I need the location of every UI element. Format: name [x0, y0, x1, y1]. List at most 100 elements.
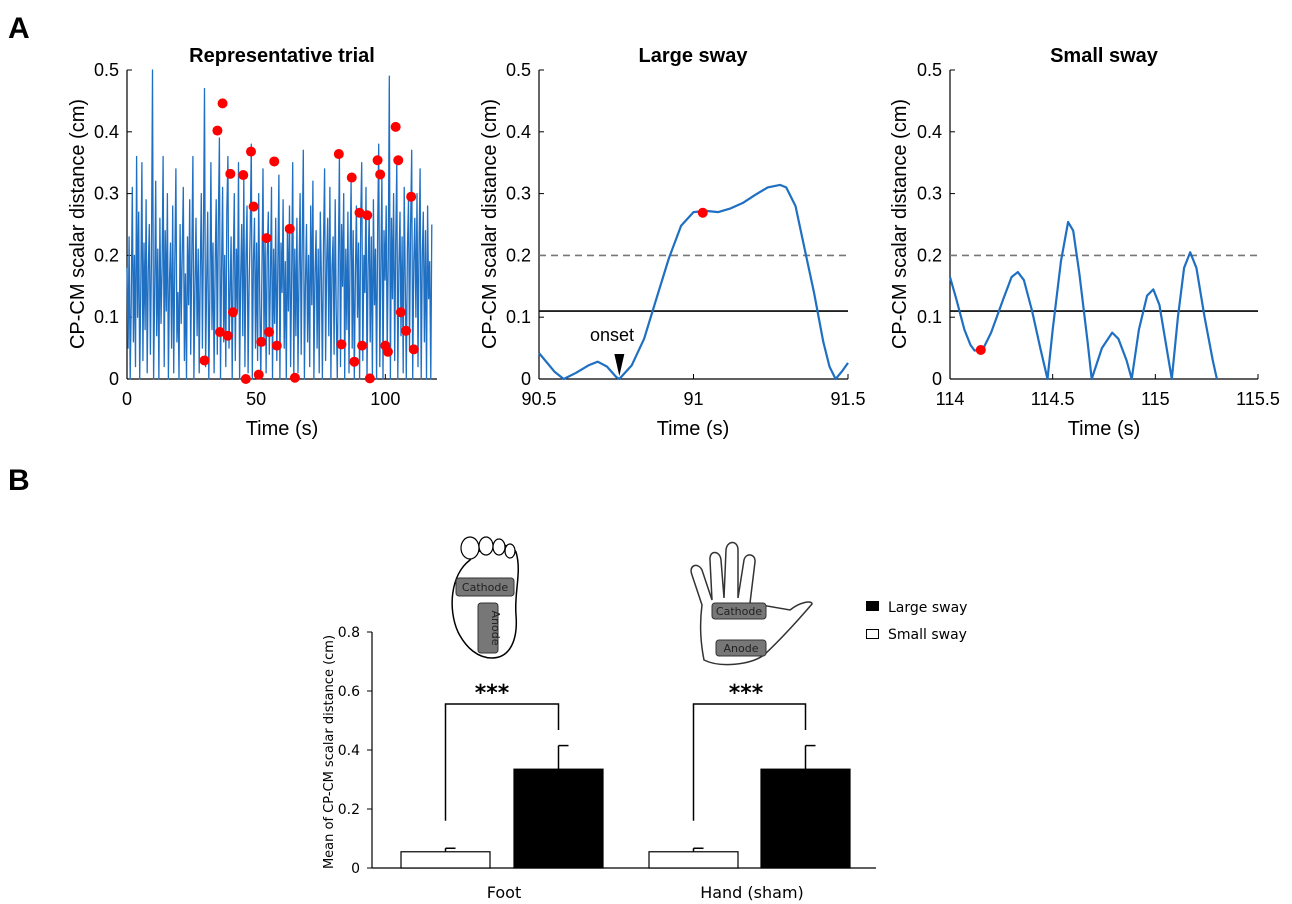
legend-label-small-sway: Small sway [888, 627, 967, 643]
peak-marker [227, 307, 238, 318]
cathode-electrode-foot [455, 577, 515, 597]
y-tick-label: 0.1 [506, 307, 531, 327]
x-tick-label: 0 [122, 389, 132, 409]
y-tick-label: 0.4 [338, 743, 360, 759]
y-tick-label: 0 [351, 861, 360, 877]
y-tick-label: 0.1 [94, 307, 119, 327]
y-tick-label: 0.1 [917, 307, 942, 327]
peak-marker [395, 307, 406, 318]
y-axis-label: Mean of CP-CM scalar distance (cm) [322, 635, 337, 869]
peak-marker [284, 223, 295, 234]
peak-marker [336, 339, 347, 350]
onset-arrow [614, 354, 625, 376]
panel-label-a: A [8, 12, 30, 45]
peak-marker [362, 210, 373, 221]
y-tick-label: 0.3 [506, 184, 531, 204]
panel-label-b: B [8, 464, 30, 497]
cathode-electrode-hand [711, 602, 767, 620]
peak-marker [382, 346, 393, 357]
peak-marker [333, 149, 344, 160]
peak-marker [217, 98, 228, 109]
anode-electrode-foot [477, 602, 499, 654]
peak-marker [238, 170, 249, 181]
toe [504, 543, 516, 559]
y-tick-label: 0.2 [338, 802, 360, 818]
peak-marker [401, 325, 411, 336]
cathode-label-hand: Cathode [716, 605, 762, 618]
toe [492, 538, 506, 556]
significance-foot: *** [475, 681, 510, 706]
peak-marker [253, 369, 264, 380]
y-tick-label: 0.3 [917, 184, 942, 204]
peak-marker [261, 233, 272, 244]
peak-marker [248, 201, 259, 212]
y-tick-label: 0.5 [506, 60, 531, 80]
y-tick-label: 0.5 [917, 60, 942, 80]
peak-marker [289, 372, 300, 383]
peak-marker [697, 207, 708, 218]
y-tick-label: 0.4 [506, 122, 531, 142]
category-label-foot: Foot [487, 883, 521, 902]
significance-bracket [692, 703, 807, 821]
x-tick-label: 90.5 [521, 389, 556, 409]
chart-bar-mean-distance: Mean of CP-CM scalar distance (cm) Foot … [322, 536, 967, 902]
anode-label-foot: Anode [489, 611, 502, 646]
peak-marker [372, 155, 383, 166]
hand-electrode-illustration: Cathode Anode [690, 541, 813, 666]
chart-large-sway: Large sway Time (s) CP-CM scalar distanc… [479, 45, 866, 440]
chart-title: Small sway [1050, 45, 1159, 67]
anode-label-hand: Anode [724, 642, 759, 655]
peak-marker [271, 340, 282, 351]
bar-large-sway [760, 768, 851, 869]
y-tick-label: 0 [109, 369, 119, 389]
legend-label-large-sway: Large sway [888, 600, 967, 616]
legend-swatch-small-sway [866, 629, 879, 639]
toe [478, 536, 494, 556]
y-tick-label: 0.3 [94, 184, 119, 204]
x-axis-label: Time (s) [246, 418, 319, 440]
y-tick-label: 0.2 [94, 245, 119, 265]
x-tick-label: 91 [683, 389, 703, 409]
onset-annotation: onset [590, 325, 634, 345]
peak-marker [349, 356, 360, 367]
peak-marker [256, 336, 267, 347]
anode-electrode-hand [715, 639, 767, 657]
chart-representative-trial: Representative trial Time (s) CP-CM scal… [67, 45, 437, 440]
x-tick-label: 100 [370, 389, 400, 409]
peak-marker [212, 125, 223, 136]
bar-small-sway [648, 851, 739, 869]
peak-marker [222, 330, 233, 341]
peak-marker [346, 172, 357, 183]
x-axis-label: Time (s) [657, 418, 730, 440]
cathode-label-foot: Cathode [462, 581, 508, 594]
bar-large-sway [513, 768, 604, 869]
peak-marker [269, 156, 280, 167]
y-axis-label: CP-CM scalar distance (cm) [67, 99, 89, 349]
peak-marker [354, 207, 365, 218]
toe [460, 536, 480, 560]
y-tick-label: 0 [521, 369, 531, 389]
category-label-hand: Hand (sham) [700, 883, 804, 902]
significance-bracket [444, 703, 560, 821]
data-series-line [538, 183, 849, 381]
x-tick-label: 50 [246, 389, 266, 409]
peak-marker [975, 344, 986, 355]
x-tick-label: 91.5 [830, 389, 865, 409]
peak-marker [408, 344, 419, 355]
y-tick-label: 0.6 [338, 684, 360, 700]
significance-hand: *** [729, 681, 764, 706]
bar-small-sway [400, 851, 491, 869]
peak-marker [406, 191, 417, 202]
peak-marker [246, 146, 256, 157]
peak-marker [215, 327, 225, 338]
chart-title: Large sway [639, 45, 749, 67]
y-tick-label: 0.2 [917, 245, 942, 265]
data-series-line [126, 69, 433, 380]
y-tick-label: 0.4 [917, 122, 942, 142]
chart-small-sway: Small sway Time (s) CP-CM scalar distanc… [889, 45, 1280, 440]
y-tick-label: 0.8 [338, 625, 360, 641]
y-axis-label: CP-CM scalar distance (cm) [889, 99, 911, 349]
peak-marker [199, 355, 210, 366]
foot-electrode-illustration: Cathode Anode [451, 536, 519, 659]
